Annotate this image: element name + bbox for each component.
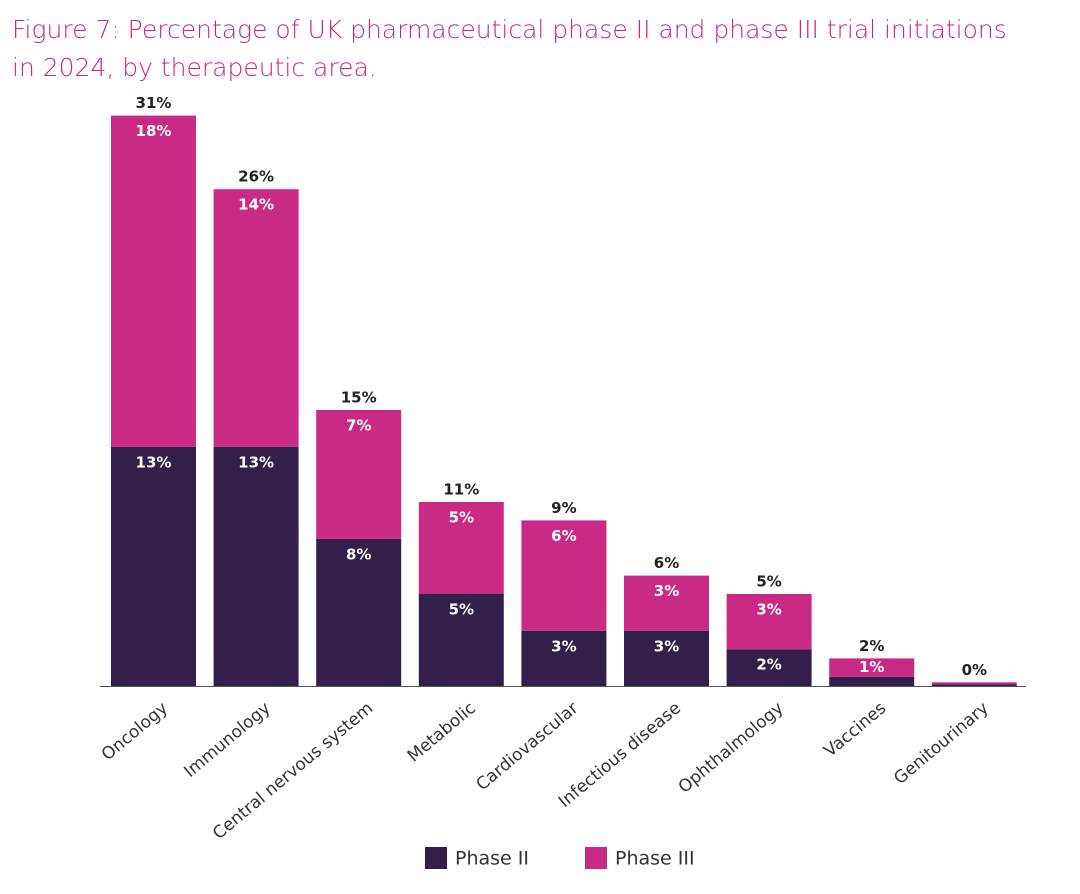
total-label: 26% (238, 168, 274, 186)
segment-label: 14% (238, 196, 274, 214)
bar-segment (829, 658, 915, 677)
legend-label: Phase III (615, 848, 695, 870)
segment-label: 3% (551, 637, 576, 655)
bar-segment (316, 410, 402, 539)
bar-segment (931, 682, 1017, 685)
total-label: 5% (756, 573, 781, 591)
segment-label: 8% (346, 545, 371, 563)
bar-segment (931, 684, 1017, 686)
bar-segment (829, 676, 915, 686)
legend-swatch (585, 847, 607, 869)
segment-label: 3% (756, 601, 781, 619)
bar-segment (726, 649, 812, 686)
x-tick-label: Cardiovascular (473, 698, 583, 795)
segment-label: 3% (654, 637, 679, 655)
bar-segment (521, 520, 607, 631)
total-label: 6% (654, 554, 679, 572)
bar-segment (213, 189, 299, 447)
x-tick-label: Oncology (98, 698, 172, 765)
segment-label: 1% (859, 658, 884, 676)
x-tick-label: Metabolic (404, 698, 480, 766)
x-tick-label: Immunology (180, 698, 274, 781)
segment-label: 5% (449, 601, 474, 619)
segment-label: 13% (238, 453, 274, 471)
segment-label: 6% (551, 527, 576, 545)
total-label: 9% (551, 499, 576, 517)
total-label: 31% (136, 94, 172, 112)
chart-title: Figure 7: Percentage of UK pharmaceutica… (12, 15, 1007, 44)
total-label: 15% (341, 389, 377, 407)
total-label: 2% (859, 637, 884, 655)
bar-segment (521, 630, 607, 686)
segment-label: 13% (136, 453, 172, 471)
bar-segment (624, 575, 709, 631)
chart-subtitle: in 2024, by therapeutic area. (12, 53, 377, 82)
bar-segment (111, 446, 196, 686)
bar-segment (624, 630, 709, 686)
x-tick-label: Ophthalmology (675, 698, 788, 797)
bar-segment (316, 538, 402, 686)
segment-label: 18% (136, 122, 172, 140)
segment-label: 7% (346, 417, 371, 435)
legend-swatch (425, 847, 447, 869)
bar-segment (726, 594, 812, 650)
segment-label: 3% (654, 582, 679, 600)
bar-segment (213, 446, 299, 686)
segment-label: 2% (756, 656, 781, 674)
total-label: 11% (443, 481, 479, 499)
bar-segment (418, 502, 504, 594)
x-tick-label: Vaccines (820, 698, 890, 761)
legend-label: Phase II (455, 848, 529, 870)
x-tick-label: Genitourinary (890, 698, 992, 788)
total-label: 0% (962, 661, 987, 679)
bar-segment (418, 594, 504, 686)
bar-segment (111, 115, 196, 447)
segment-label: 5% (449, 509, 474, 527)
